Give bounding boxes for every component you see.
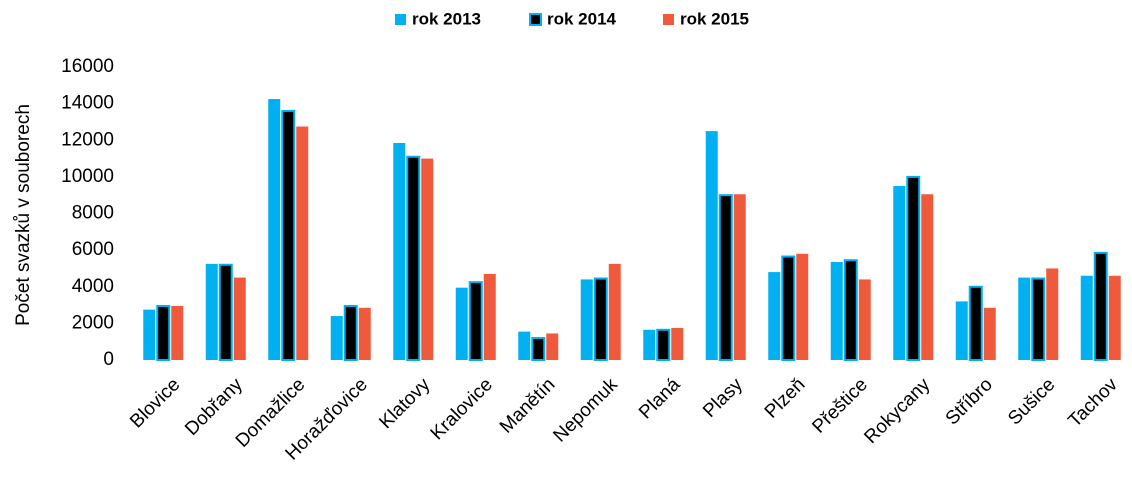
x-tick-label: Planá xyxy=(635,374,685,424)
bar xyxy=(393,142,406,360)
bar xyxy=(843,259,858,361)
x-tick-label: Sušice xyxy=(1004,374,1059,429)
bar xyxy=(643,329,656,360)
y-tick-label: 2000 xyxy=(72,312,114,333)
bar xyxy=(906,175,921,361)
bar xyxy=(143,309,156,360)
bar xyxy=(358,307,371,360)
y-tick-label: 12000 xyxy=(61,129,114,150)
bar xyxy=(1031,277,1046,361)
bar xyxy=(830,262,843,360)
x-tick-label: Dobřany xyxy=(181,374,247,440)
bar xyxy=(580,279,593,360)
bar xyxy=(1080,275,1093,360)
bar xyxy=(718,194,733,361)
x-tick-label: Blovice xyxy=(126,374,184,432)
bar xyxy=(1018,277,1031,360)
x-tick-label: Nepomuk xyxy=(549,374,622,447)
bar xyxy=(705,131,718,360)
x-tick-label: Manětín xyxy=(496,374,559,437)
legend-label: rok 2015 xyxy=(680,9,749,28)
bar xyxy=(330,316,343,360)
bar xyxy=(171,305,184,360)
bar xyxy=(893,186,906,360)
bar xyxy=(768,272,781,360)
legend-label: rok 2014 xyxy=(547,9,617,28)
x-tick-label: Plasy xyxy=(699,374,747,422)
x-tick-label: Stříbro xyxy=(942,374,997,429)
bar xyxy=(593,277,608,361)
bar xyxy=(468,281,483,361)
bar xyxy=(218,263,233,361)
y-axis-label: Počet svazků v souborech xyxy=(13,104,34,326)
bar xyxy=(968,285,983,361)
bar xyxy=(156,304,171,361)
y-tick-label: 16000 xyxy=(61,56,114,77)
y-tick-label: 6000 xyxy=(72,239,114,260)
bar xyxy=(796,253,809,360)
x-tick-label: Kralovice xyxy=(427,374,497,444)
bar xyxy=(1108,275,1121,360)
x-tick-label: Přeštice xyxy=(808,374,871,437)
legend-swatch xyxy=(529,13,542,26)
legend-label: rok 2013 xyxy=(412,9,481,28)
x-tick-label: Rokycany xyxy=(860,374,934,448)
bar xyxy=(233,277,246,360)
bar xyxy=(608,263,621,360)
bar xyxy=(406,155,421,361)
x-tick-label: Klatovy xyxy=(375,374,434,433)
bar xyxy=(955,301,968,360)
bar xyxy=(518,331,531,360)
bar xyxy=(546,333,559,360)
bar xyxy=(1046,268,1059,360)
bar xyxy=(781,255,796,361)
bar xyxy=(921,194,934,360)
bar xyxy=(858,279,871,360)
bar xyxy=(455,287,468,360)
y-tick-label: 8000 xyxy=(72,203,114,224)
bar xyxy=(983,307,996,360)
bar xyxy=(656,328,671,361)
bar xyxy=(205,263,218,360)
y-tick-label: 4000 xyxy=(72,276,114,297)
bar xyxy=(296,126,309,360)
y-tick-label: 14000 xyxy=(61,93,114,114)
bar xyxy=(281,109,296,361)
bar xyxy=(671,327,684,360)
bar xyxy=(343,304,358,361)
bar xyxy=(1093,251,1108,361)
y-tick-label: 0 xyxy=(103,349,114,370)
bar xyxy=(733,194,746,360)
legend-swatch xyxy=(395,14,406,25)
bar xyxy=(421,158,434,360)
bar xyxy=(483,273,496,360)
y-tick-label: 10000 xyxy=(61,166,114,187)
x-tick-label: Plzeň xyxy=(761,374,809,422)
x-tick-label: Tachov xyxy=(1064,374,1122,432)
legend-swatch xyxy=(663,14,674,25)
bar xyxy=(268,99,281,360)
bar xyxy=(531,337,546,361)
